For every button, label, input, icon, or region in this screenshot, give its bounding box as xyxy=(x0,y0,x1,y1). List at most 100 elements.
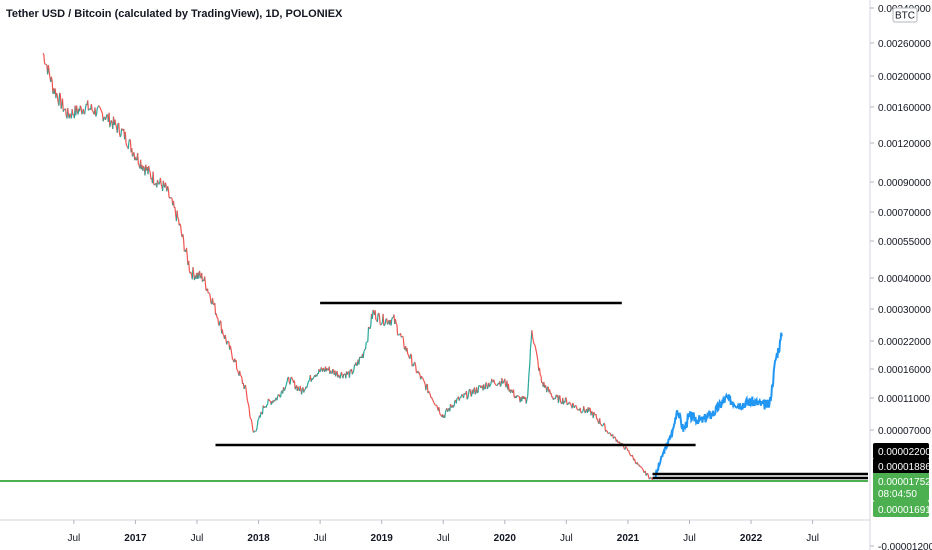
price-segment xyxy=(553,397,556,400)
price-segment xyxy=(118,122,120,133)
price-segment xyxy=(326,368,329,371)
price-segment xyxy=(647,474,650,479)
price-segment xyxy=(626,447,628,449)
price-segment xyxy=(575,405,578,408)
y-tick-label: 0.00022000 xyxy=(878,337,931,348)
price-segment xyxy=(641,467,643,470)
price-segment xyxy=(397,334,399,336)
price-segment xyxy=(527,372,530,384)
tag-0.00002200: 0.00002200 xyxy=(873,443,931,459)
price-segment xyxy=(99,107,102,111)
price-segment xyxy=(463,392,466,395)
price-axis[interactable]: 0.003400000.002600000.002000000.00160000… xyxy=(870,4,932,550)
price-segment xyxy=(381,322,383,324)
price-segment xyxy=(342,373,345,379)
x-tick: 2017 xyxy=(124,520,147,544)
price-segment xyxy=(308,379,311,382)
y-tick-label: 0.00090000 xyxy=(878,178,931,189)
x-tick-label: 2022 xyxy=(740,533,763,544)
price-segment xyxy=(449,403,452,407)
y-tick-label: 0.00260000 xyxy=(878,39,931,50)
price-segment xyxy=(156,179,159,184)
price-segment xyxy=(631,454,634,458)
y-tick-label: 0.00055000 xyxy=(878,237,931,248)
price-segment xyxy=(59,92,61,95)
x-tick-label: Jul xyxy=(437,533,450,544)
time-axis[interactable]: Jul 2017 Jul 2018 Jul 2019 Jul 2020 Jul 2021 Jul 20… xyxy=(67,520,819,544)
price-segment xyxy=(606,430,609,433)
price-segment xyxy=(526,396,529,400)
price-segment xyxy=(538,367,541,375)
y-tick-label: 0.00007000 xyxy=(878,426,931,437)
price-segment xyxy=(431,396,433,400)
price-segment xyxy=(180,226,182,234)
price-segment xyxy=(438,407,441,413)
price-segment xyxy=(247,404,250,409)
price-segment xyxy=(177,217,179,220)
price-segment xyxy=(486,386,489,390)
price-segment xyxy=(79,105,82,108)
price-segment xyxy=(589,407,591,410)
price-segment xyxy=(368,326,370,329)
x-tick: Jul xyxy=(191,520,203,544)
y-tick: 0.00200000 xyxy=(870,72,931,83)
price-segment xyxy=(494,383,496,385)
x-tick: 2019 xyxy=(371,520,393,544)
price-segment xyxy=(559,395,562,403)
price-segment xyxy=(190,271,193,276)
price-segment xyxy=(114,119,117,125)
price-segment xyxy=(489,384,491,388)
tag-countdown: 08:04:50 xyxy=(873,486,929,501)
price-segment xyxy=(436,404,438,408)
price-segment xyxy=(71,109,74,116)
price-segment xyxy=(152,171,155,185)
price-segment xyxy=(395,323,398,325)
x-tick: Jul xyxy=(683,520,696,544)
price-segment xyxy=(198,270,201,276)
price-segment xyxy=(274,398,277,402)
price-segment xyxy=(384,322,386,326)
price-segment xyxy=(96,106,99,109)
price-segment xyxy=(356,364,358,367)
plot-area xyxy=(0,52,868,482)
currency-badge-label: BTC xyxy=(895,11,915,22)
price-segment xyxy=(162,180,165,185)
price-segment xyxy=(44,63,46,65)
price-segment xyxy=(529,347,532,365)
price-segment xyxy=(421,377,424,379)
price-segment xyxy=(69,113,72,117)
price-segment xyxy=(215,313,218,319)
y-tick: 0.00055000 xyxy=(870,237,931,248)
price-segment xyxy=(474,392,477,395)
price-segment xyxy=(235,360,238,370)
price-segment xyxy=(504,378,507,386)
price-segment xyxy=(374,310,377,320)
price-segment xyxy=(91,109,94,112)
price-segment xyxy=(48,71,51,78)
price-segment xyxy=(609,432,612,435)
price-segment xyxy=(148,170,151,173)
price-segment xyxy=(645,474,648,476)
price-segment xyxy=(384,318,387,324)
price-segment xyxy=(227,340,230,343)
price-segment xyxy=(483,384,486,390)
price-segment xyxy=(179,223,182,227)
price-segment xyxy=(115,124,118,128)
y-tick: 0.00090000 xyxy=(870,178,931,189)
price-segment xyxy=(267,398,270,401)
currency-badge[interactable]: BTC xyxy=(892,7,918,23)
price-segment xyxy=(629,454,632,457)
price-segment xyxy=(570,403,572,407)
price-segment xyxy=(143,165,145,169)
price-segment xyxy=(206,288,209,294)
price-segment xyxy=(397,334,400,336)
price-segment xyxy=(129,138,131,141)
price-segment xyxy=(237,370,239,373)
price-segment xyxy=(472,389,475,395)
price-segment xyxy=(412,362,415,367)
price-segment xyxy=(380,323,383,326)
price-segment xyxy=(95,114,98,117)
price-segment xyxy=(535,348,537,353)
price-segment xyxy=(88,108,91,110)
